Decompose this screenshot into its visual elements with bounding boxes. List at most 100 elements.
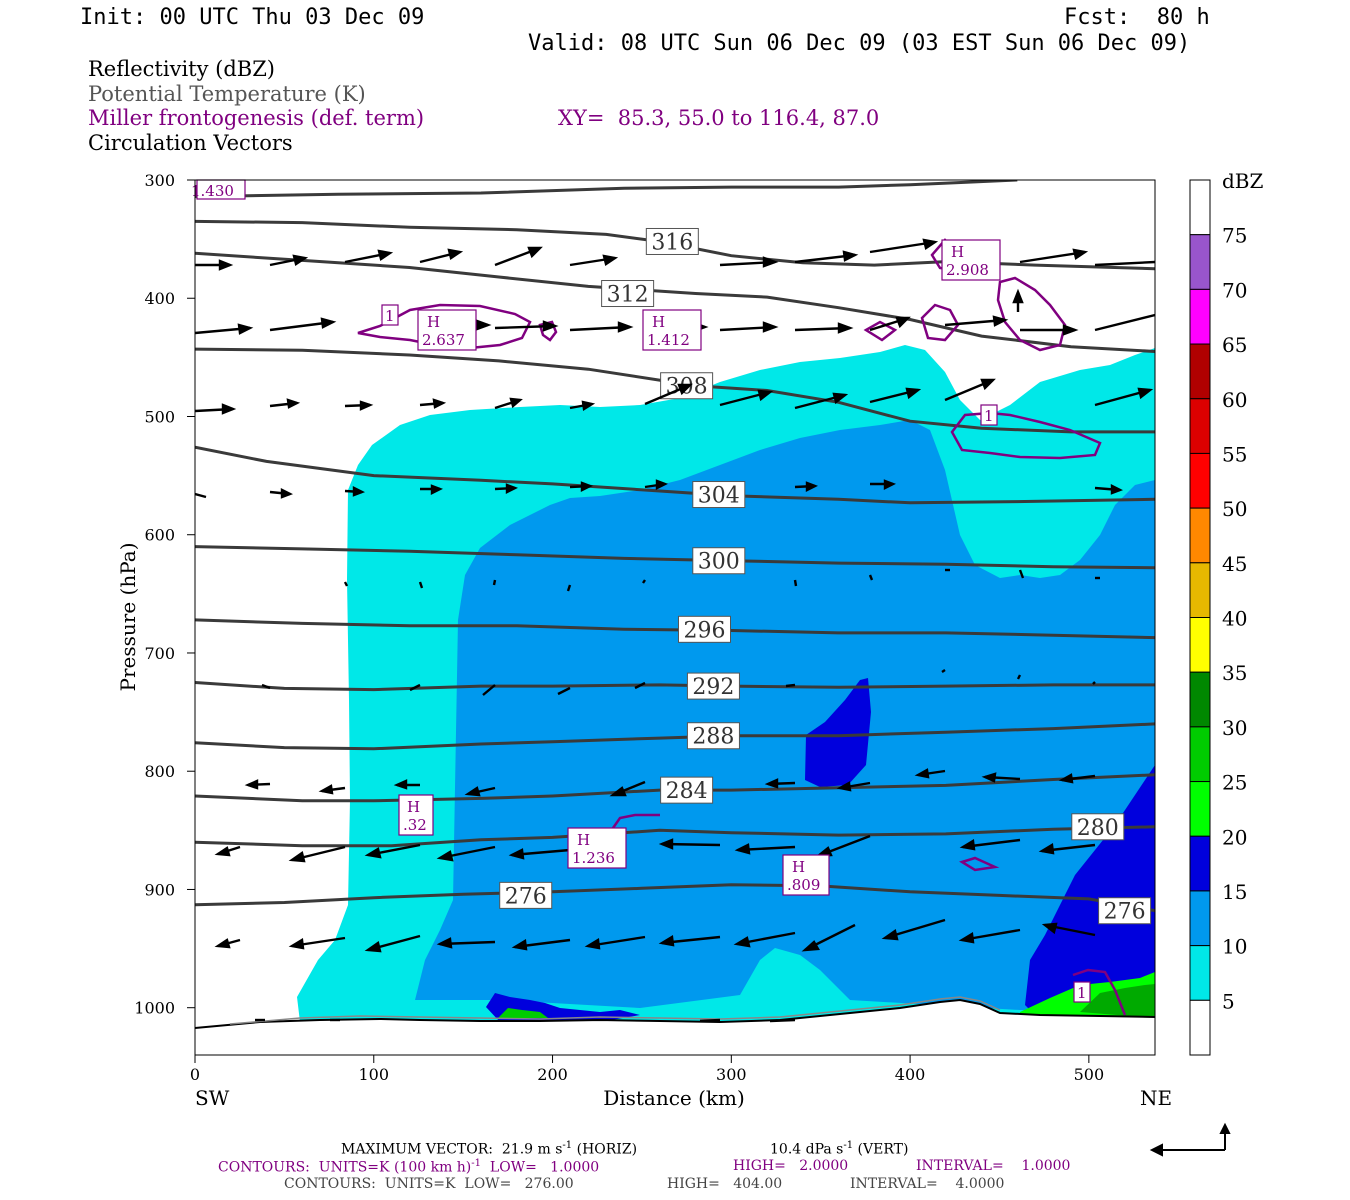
vector-arrow [418,581,424,589]
frontogenesis-max-labels: H 2.637 H 1.412 H 2.908 H .32 H 1.236 H … [191,179,1091,1003]
y-tick-label: 700 [144,644,175,663]
theta-contour-label: 312 [601,280,655,308]
vector-arrowhead [958,932,975,944]
theta-contour-296 [195,618,1155,640]
theta-contour-288 [195,722,1155,751]
colorbar-swatch [1189,179,1211,236]
vector-arrowhead [922,238,939,250]
vector-arrowhead [318,784,334,795]
vector-arrowhead [1062,324,1079,336]
vector-arrowhead [292,254,309,266]
frontogenesis-contour-small-1 [538,320,558,342]
frontogenesis-contour-upper-right-c [996,276,1067,352]
vector-arrowhead [377,249,394,261]
footer-contours-frontogenesis-units: CONTOURS: UNITS=K (100 km h) [218,1159,472,1176]
theta-contour-value: 292 [692,675,734,700]
legend-reflectivity: Reflectivity (dBZ) [88,57,276,81]
y-tick-label: 500 [144,407,175,426]
vector-arrowhead [883,479,896,490]
vector-arrowhead [1012,288,1024,304]
colorbar-swatch [1189,507,1211,564]
vector-arrowhead [905,387,922,400]
reference-vector [1149,1122,1231,1157]
frontogenesis-max-h: H [427,313,440,331]
footer-contours-theta-interval: INTERVAL= 4.0000 [850,1176,1005,1192]
colorbar-swatch [1189,781,1211,837]
reflectivity-fill-layer [195,345,1155,1055]
vector-arrowhead [805,481,818,492]
theta-contour-label: 292 [686,672,740,700]
footer-contours-theta-high: HIGH= 404.00 [667,1176,783,1192]
vector-arrowhead [842,250,859,262]
vector-arrowhead [762,256,779,268]
frontogenesis-contour-label: 1 [1073,981,1091,1003]
theta-contour-value: 316 [651,230,693,255]
vector-arrowhead [1058,773,1074,784]
colorbar-level-label: 60 [1222,388,1247,412]
colorbar-swatch [1189,890,1211,947]
colorbar-swatch [1189,452,1211,509]
vector-arrow [1094,260,1155,267]
colorbar-level-label: 20 [1222,825,1247,849]
theta-contour-label: 280 [1071,813,1125,841]
vector-arrowhead [542,320,559,332]
vector-arrow [634,681,646,690]
reflectivity-surface-green-patch [498,1008,548,1018]
forecast-hour-label: Fcst: 80 h [1064,5,1210,30]
vector-arrowhead [881,929,899,941]
frontogenesis-max-value: 1.412 [647,331,690,349]
vector-arrow [1016,674,1022,680]
theta-contour-label: 284 [660,776,714,804]
frontogenesis-max-h: H [652,313,665,331]
x-tick-label: 0 [190,1065,200,1084]
vector-arrowhead [801,940,820,952]
terrain-surface-line-gray [229,996,1001,1025]
footer-contours-frontogenesis: CONTOURS: UNITS=K (100 km h)-1 LOW= 1.00… [218,1158,599,1176]
frontogenesis-max-value: 2.908 [946,261,989,279]
colorbar-level-label: 35 [1222,661,1247,685]
vector-arrowhead [475,319,492,331]
vector-arrowhead [505,483,518,494]
vector-arrowhead [320,317,337,329]
footer-contours-frontogenesis-low: LOW= 1.0000 [481,1159,600,1176]
vector-arrowhead [430,484,443,495]
vector-arrowhead [832,392,849,405]
colorbar-level-label: 30 [1222,716,1247,740]
frontogenesis-max-h: H [577,831,590,849]
theta-contour-value: 296 [683,618,725,643]
legend-frontogenesis: Miller frontogenesis (def. term) [88,106,425,130]
vector-arrowhead [895,316,911,329]
colorbar-swatch [1189,398,1211,454]
vector-arrowhead [658,838,674,850]
footer-max-vector-vert-tail: (VERT) [853,1141,909,1158]
frontogenesis-max-label: H 2.908 [941,239,1001,281]
vector-arrowhead [509,397,523,409]
vector-arrowhead [359,400,374,411]
x-tick-label: 200 [537,1065,568,1084]
frontogenesis-max-label: H 1.412 [642,309,702,351]
y-tick-label: 300 [144,171,175,190]
legend-potential-temperature: Potential Temperature (K) [88,82,366,106]
frontogenesis-max-h: H [407,798,420,816]
frontogenesis-contour-value: 1 [1077,984,1087,1002]
vector-arrow [868,574,874,581]
theta-contour-284 [195,773,1155,803]
frontogenesis-max-h: H [792,858,805,876]
vector-arrowhead [584,938,601,950]
colorbar-swatch [1189,234,1211,290]
theta-contour-280 [195,825,1155,848]
theta-contour-label: 296 [677,615,731,643]
right-end-label: NE [1140,1086,1172,1110]
frontogenesis-max-h: H [951,243,964,261]
colorbar-level-label: 25 [1222,771,1247,795]
vector-arrowhead [432,398,447,409]
frontogenesis-max-value: 1.236 [572,849,615,867]
colorbar-title: dBZ [1222,169,1264,193]
colorbar-level-label: 65 [1222,333,1247,357]
theta-contour-value: 304 [698,484,740,509]
vector-arrow [699,1018,721,1023]
frontogenesis-max-label: 1.430 [191,179,246,200]
footer-max-vector-horiz-sup: -1 [562,1140,573,1151]
vector-arrowhead [1041,922,1058,935]
